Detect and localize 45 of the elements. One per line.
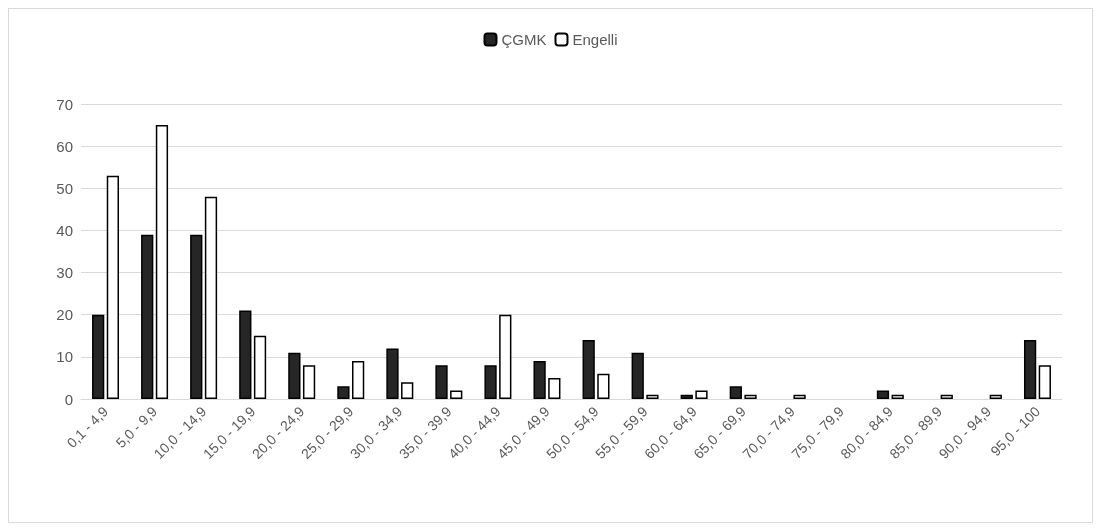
bar	[989, 394, 1002, 399]
bar	[744, 394, 757, 399]
y-tick-label: 60	[56, 137, 73, 155]
bar	[499, 314, 512, 399]
bar	[253, 335, 267, 399]
bar	[239, 310, 252, 399]
bar	[155, 125, 169, 399]
bar	[533, 361, 546, 399]
y-tick-label: 70	[56, 95, 73, 113]
bar	[435, 365, 448, 399]
bar	[582, 340, 595, 399]
bar	[386, 348, 399, 399]
bar	[729, 386, 742, 399]
bar	[876, 390, 890, 399]
bar	[288, 352, 301, 399]
bar	[352, 361, 365, 399]
bar	[631, 352, 644, 399]
bar	[450, 390, 463, 399]
bar	[940, 394, 953, 399]
bar	[204, 196, 218, 399]
bar	[793, 394, 806, 399]
y-tick-label: 30	[56, 264, 73, 282]
y-tick-label: 0	[64, 390, 73, 408]
bar	[302, 365, 316, 399]
y-tick-label: 50	[56, 179, 73, 197]
bar	[646, 394, 659, 399]
bar	[548, 377, 561, 399]
bar	[484, 365, 497, 399]
y-tick-label: 40	[56, 221, 73, 239]
bar	[1038, 365, 1051, 399]
bar	[597, 373, 610, 399]
y-tick-label: 10	[56, 348, 73, 366]
bar	[190, 234, 203, 399]
bar	[1023, 340, 1037, 399]
legend-label: ÇGMK	[501, 31, 547, 48]
bar	[680, 394, 693, 399]
bar	[106, 175, 120, 399]
bar	[891, 394, 904, 399]
bar	[695, 390, 708, 399]
bar	[401, 382, 414, 399]
y-tick-label: 20	[56, 306, 73, 324]
bar	[92, 314, 105, 399]
legend-label: Engelli	[572, 31, 618, 48]
bar	[141, 234, 154, 399]
bar	[337, 386, 350, 399]
